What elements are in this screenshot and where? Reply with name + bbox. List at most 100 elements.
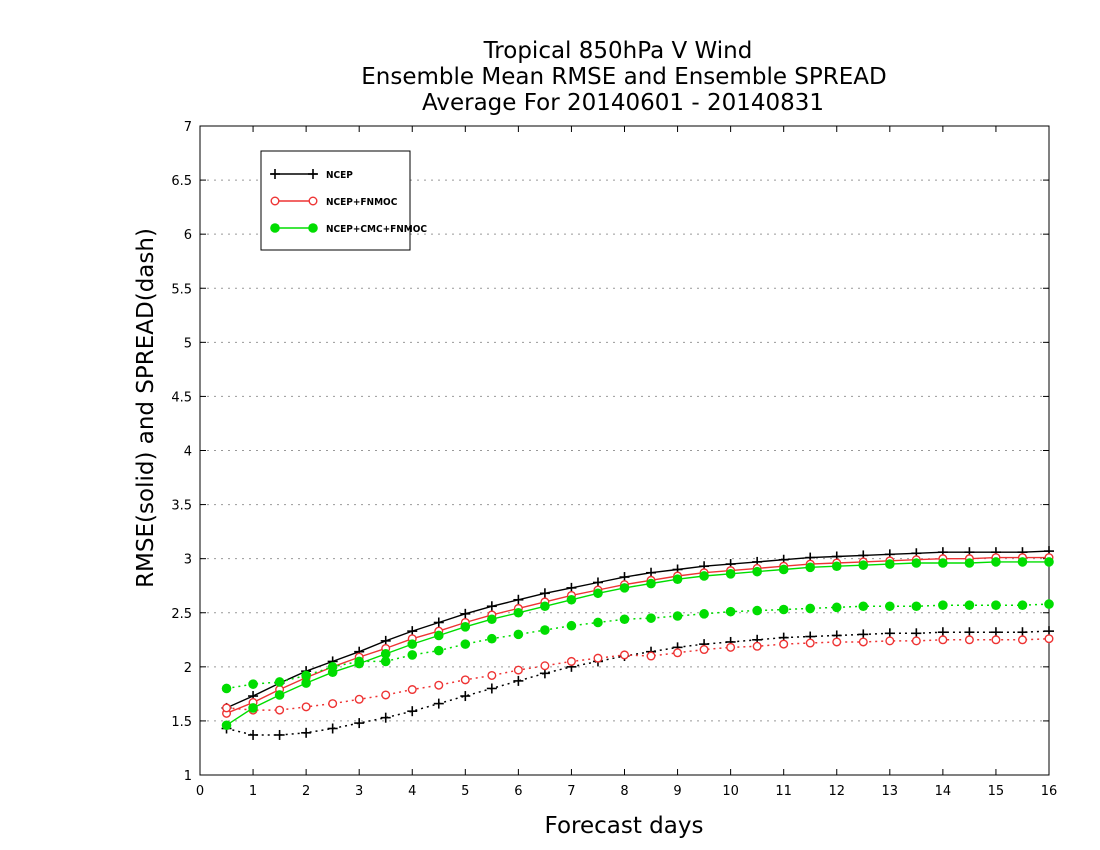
spread-point bbox=[620, 650, 630, 660]
y-tick-label: 2.5 bbox=[171, 607, 192, 622]
spread-point bbox=[858, 601, 869, 612]
rmse-point bbox=[964, 558, 975, 568]
spread-point bbox=[275, 705, 285, 715]
y-tick-label: 6 bbox=[184, 228, 192, 243]
spread-point bbox=[354, 656, 364, 667]
spread-point bbox=[460, 675, 470, 685]
spread-point bbox=[327, 662, 338, 672]
rmse-point bbox=[460, 622, 471, 632]
x-tick-label: 11 bbox=[775, 784, 792, 799]
legend-item: NCEP+CMC+FNMOC bbox=[270, 223, 427, 235]
spread-point bbox=[832, 637, 842, 647]
spread-point bbox=[540, 625, 550, 635]
rmse-point bbox=[1044, 557, 1054, 567]
spread-point bbox=[487, 633, 497, 644]
spread-point bbox=[221, 683, 232, 694]
x-axis-title: Forecast days bbox=[545, 813, 704, 839]
spread-line bbox=[226, 637, 1050, 711]
x-tick-label: 16 bbox=[1041, 784, 1058, 799]
spread-point bbox=[964, 635, 974, 645]
chart-title-line-1: Tropical 850hPa V Wind bbox=[483, 38, 753, 64]
spread-point bbox=[672, 611, 683, 621]
x-tick-label: 0 bbox=[196, 784, 204, 799]
rmse-point bbox=[301, 678, 311, 688]
rmse-point bbox=[725, 569, 736, 579]
spread-point bbox=[354, 718, 365, 729]
spread-point bbox=[831, 602, 842, 613]
rmse-line bbox=[226, 556, 1049, 714]
spread-point bbox=[805, 603, 816, 614]
spread-point bbox=[460, 639, 471, 649]
rmse-point bbox=[460, 608, 471, 619]
series-2 bbox=[221, 557, 1054, 731]
spread-point bbox=[1044, 599, 1054, 609]
rmse-point bbox=[646, 578, 656, 589]
rmse-point bbox=[885, 559, 895, 569]
spread-point bbox=[938, 635, 948, 645]
y-tick-label: 6.5 bbox=[171, 174, 192, 189]
spread-point bbox=[566, 656, 576, 666]
spread-point bbox=[885, 636, 895, 646]
rmse-point bbox=[858, 560, 869, 570]
spread-point bbox=[778, 604, 789, 615]
spread-point bbox=[619, 614, 630, 625]
spread-point bbox=[460, 691, 471, 702]
y-tick-label: 1.5 bbox=[171, 715, 192, 730]
x-tick-label: 5 bbox=[461, 784, 469, 799]
y-tick-label: 7 bbox=[184, 120, 192, 135]
spread-point bbox=[487, 670, 497, 680]
spread-point bbox=[301, 727, 312, 738]
spread-point bbox=[991, 600, 1001, 610]
spread-point bbox=[593, 617, 603, 628]
spread-point bbox=[380, 656, 391, 667]
rmse-point bbox=[486, 601, 497, 612]
series-layer bbox=[221, 546, 1054, 740]
spread-point bbox=[328, 699, 338, 709]
chart-title: Tropical 850hPa V Wind Ensemble Mean RMS… bbox=[361, 38, 886, 116]
spread-point bbox=[513, 629, 524, 640]
rmse-point bbox=[513, 607, 524, 618]
y-tick-label: 5.5 bbox=[171, 282, 192, 297]
spread-point bbox=[381, 690, 391, 700]
spread-point bbox=[486, 683, 497, 694]
legend-marker bbox=[270, 169, 280, 179]
x-tick-label: 10 bbox=[722, 784, 739, 799]
legend: NCEP NCEP+FNMOC NCEP+CMC+FNMOC bbox=[260, 150, 427, 251]
legend-item: NCEP+FNMOC bbox=[270, 196, 398, 208]
y-tick-label: 2 bbox=[184, 661, 192, 676]
spread-line bbox=[226, 630, 1050, 736]
y-tick-label: 4 bbox=[184, 445, 192, 460]
spread-point bbox=[964, 600, 975, 610]
rmse-point bbox=[221, 720, 232, 731]
rmse-point bbox=[991, 557, 1001, 567]
x-tick-label: 12 bbox=[828, 784, 845, 799]
spread-point bbox=[540, 661, 550, 671]
x-tick-label: 1 bbox=[249, 784, 257, 799]
spread-point bbox=[938, 600, 948, 610]
x-tick-label: 8 bbox=[620, 784, 628, 799]
y-tick-label: 5 bbox=[184, 336, 192, 351]
legend-marker bbox=[270, 196, 280, 206]
x-tick-label: 14 bbox=[935, 784, 952, 799]
rmse-point bbox=[433, 617, 444, 628]
x-tick-label: 2 bbox=[302, 784, 310, 799]
rmse-point bbox=[831, 561, 842, 572]
y-tick-label: 1 bbox=[184, 769, 192, 784]
spread-point bbox=[1017, 635, 1027, 645]
rmse-point bbox=[593, 588, 603, 599]
spread-point bbox=[752, 605, 762, 616]
rmse-point bbox=[619, 583, 630, 593]
rmse-point bbox=[248, 703, 258, 713]
spread-point bbox=[274, 729, 285, 740]
rmse-point bbox=[380, 649, 391, 659]
spread-point bbox=[726, 642, 736, 652]
rmse-line bbox=[226, 561, 1049, 726]
spread-point bbox=[513, 665, 523, 675]
legend-label: NCEP+CMC+FNMOC bbox=[326, 224, 427, 235]
rmse-point bbox=[778, 564, 789, 575]
legend-marker bbox=[270, 223, 280, 233]
spread-point bbox=[805, 638, 815, 648]
spread-point bbox=[380, 712, 391, 723]
spread-point bbox=[779, 639, 789, 649]
